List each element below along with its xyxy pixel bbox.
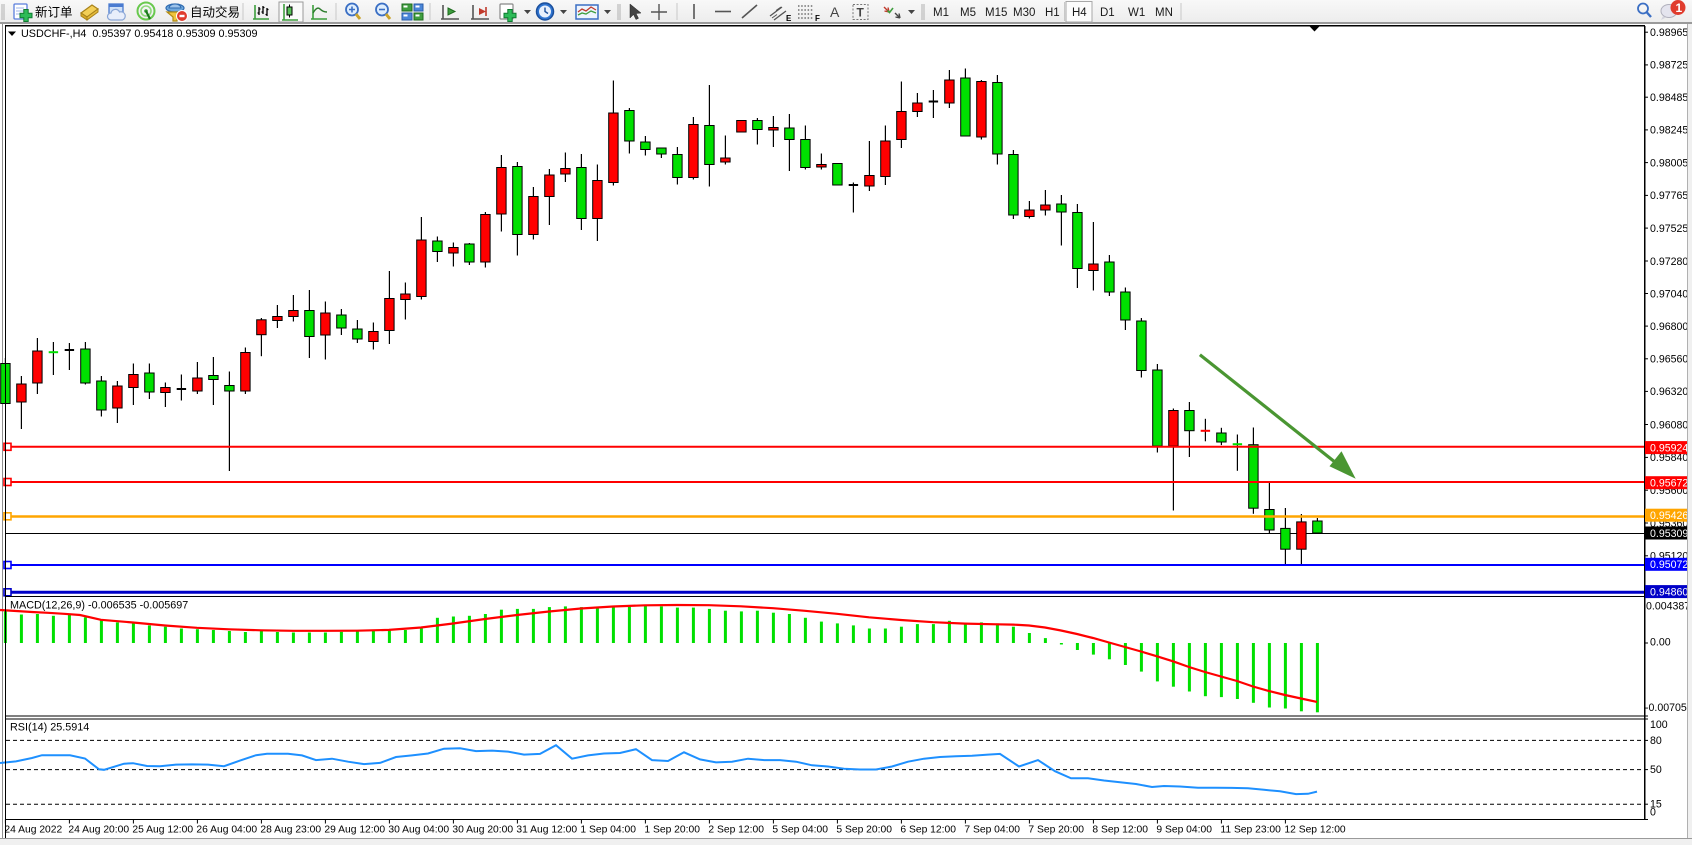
svg-text:0.95426: 0.95426 bbox=[1650, 510, 1688, 522]
svg-text:7 Sep 20:00: 7 Sep 20:00 bbox=[1028, 825, 1084, 836]
svg-text:A: A bbox=[830, 4, 840, 20]
svg-text:USDCHF-,H4 0.95397 0.95418 0.: USDCHF-,H4 0.95397 0.95418 0.95309 0.953… bbox=[21, 28, 258, 40]
svg-text:0.95924: 0.95924 bbox=[1650, 442, 1688, 454]
svg-text:W1: W1 bbox=[1128, 7, 1145, 19]
svg-text:自动交易: 自动交易 bbox=[190, 5, 240, 20]
svg-text:28 Aug 23:00: 28 Aug 23:00 bbox=[260, 825, 321, 836]
svg-text:9 Sep 04:00: 9 Sep 04:00 bbox=[1156, 825, 1212, 836]
svg-text:M1: M1 bbox=[933, 7, 949, 19]
svg-text:6 Sep 12:00: 6 Sep 12:00 bbox=[900, 825, 956, 836]
svg-text:0.00: 0.00 bbox=[1650, 637, 1671, 649]
svg-text:30 Aug 20:00: 30 Aug 20:00 bbox=[452, 825, 513, 836]
svg-text:0.95309: 0.95309 bbox=[1650, 528, 1688, 540]
svg-text:80: 80 bbox=[1650, 735, 1662, 747]
svg-text:0.97765: 0.97765 bbox=[1650, 190, 1688, 202]
svg-text:31 Aug 12:00: 31 Aug 12:00 bbox=[516, 825, 577, 836]
svg-text:M15: M15 bbox=[985, 7, 1007, 19]
svg-text:0.94860: 0.94860 bbox=[1650, 586, 1688, 598]
svg-text:25 Aug 12:00: 25 Aug 12:00 bbox=[132, 825, 193, 836]
svg-text:0.96800: 0.96800 bbox=[1650, 321, 1688, 333]
svg-text:0.96320: 0.96320 bbox=[1650, 386, 1688, 398]
svg-text:D1: D1 bbox=[1100, 7, 1115, 19]
svg-text:24 Aug 2022: 24 Aug 2022 bbox=[4, 825, 62, 836]
svg-text:0.98245: 0.98245 bbox=[1650, 125, 1688, 137]
svg-text:1 Sep 04:00: 1 Sep 04:00 bbox=[580, 825, 636, 836]
svg-text:0.95672: 0.95672 bbox=[1650, 478, 1688, 490]
svg-text:50: 50 bbox=[1650, 764, 1662, 776]
svg-text:M5: M5 bbox=[960, 7, 976, 19]
svg-text:-0.007055: -0.007055 bbox=[1645, 702, 1692, 714]
svg-text:24 Aug 20:00: 24 Aug 20:00 bbox=[68, 825, 129, 836]
svg-text:15: 15 bbox=[1650, 799, 1662, 811]
svg-text:5 Sep 20:00: 5 Sep 20:00 bbox=[836, 825, 892, 836]
svg-text:T: T bbox=[857, 6, 865, 20]
svg-text:0.98965: 0.98965 bbox=[1650, 27, 1688, 39]
svg-text:8 Sep 12:00: 8 Sep 12:00 bbox=[1092, 825, 1148, 836]
svg-text:MACD(12,26,9) -0.006535 -0.005: MACD(12,26,9) -0.006535 -0.005697 bbox=[10, 600, 188, 612]
svg-text:E: E bbox=[786, 14, 792, 23]
svg-text:H4: H4 bbox=[1072, 7, 1087, 19]
svg-text:0.97525: 0.97525 bbox=[1650, 223, 1688, 235]
svg-text:0: 0 bbox=[1650, 806, 1656, 818]
svg-text:1 Sep 20:00: 1 Sep 20:00 bbox=[644, 825, 700, 836]
svg-text:0.95072: 0.95072 bbox=[1650, 559, 1688, 571]
svg-text:26 Aug 04:00: 26 Aug 04:00 bbox=[196, 825, 257, 836]
svg-text:RSI(14) 25.5914: RSI(14) 25.5914 bbox=[10, 722, 89, 734]
svg-text:M30: M30 bbox=[1013, 7, 1035, 19]
svg-text:0.98005: 0.98005 bbox=[1650, 157, 1688, 169]
svg-text:2 Sep 12:00: 2 Sep 12:00 bbox=[708, 825, 764, 836]
svg-text:0.96560: 0.96560 bbox=[1650, 354, 1688, 366]
svg-text:0.98485: 0.98485 bbox=[1650, 92, 1688, 104]
svg-text:11 Sep 23:00: 11 Sep 23:00 bbox=[1220, 825, 1281, 836]
svg-text:新订单: 新订单 bbox=[35, 5, 73, 20]
svg-text:7 Sep 04:00: 7 Sep 04:00 bbox=[964, 825, 1020, 836]
svg-text:1: 1 bbox=[1676, 1, 1683, 15]
svg-text:12 Sep 12:00: 12 Sep 12:00 bbox=[1284, 825, 1346, 836]
svg-text:0.95840: 0.95840 bbox=[1650, 452, 1688, 464]
svg-text:0.97040: 0.97040 bbox=[1650, 288, 1688, 300]
svg-text:5 Sep 04:00: 5 Sep 04:00 bbox=[772, 825, 828, 836]
svg-text:29 Aug 12:00: 29 Aug 12:00 bbox=[324, 825, 385, 836]
svg-text:0.97280: 0.97280 bbox=[1650, 256, 1688, 268]
svg-text:MN: MN bbox=[1155, 7, 1173, 19]
svg-text:0.98725: 0.98725 bbox=[1650, 60, 1688, 72]
svg-text:H1: H1 bbox=[1045, 7, 1060, 19]
svg-text:100: 100 bbox=[1650, 719, 1668, 731]
svg-text:30 Aug 04:00: 30 Aug 04:00 bbox=[388, 825, 449, 836]
svg-text:F: F bbox=[815, 14, 820, 23]
svg-text:0.96080: 0.96080 bbox=[1650, 419, 1688, 431]
svg-text:0.004387: 0.004387 bbox=[1646, 601, 1690, 613]
